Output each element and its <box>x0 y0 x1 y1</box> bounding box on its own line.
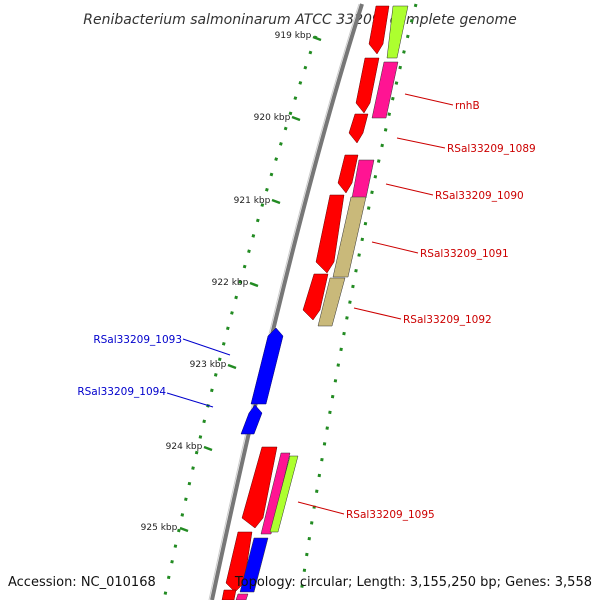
genome-summary: Topology: circular; Length: 3,155,250 bp… <box>234 575 592 590</box>
rna-feature <box>235 593 249 600</box>
gene-arrow <box>355 57 380 114</box>
ruler-tick <box>312 35 322 42</box>
ruler-label: 923 kbp <box>190 360 227 370</box>
rna-feature <box>371 61 399 119</box>
gene-arrow <box>241 446 278 529</box>
gene-arrow <box>221 589 237 600</box>
other-feature <box>332 196 367 278</box>
gene-feature <box>239 537 269 593</box>
rna-feature <box>260 452 291 535</box>
ruler-label: 922 kbp <box>212 278 249 288</box>
ruler-tick <box>203 445 213 452</box>
gene-arrow <box>225 531 253 593</box>
map-title: Renibacterium salmoninarum ATCC 33209, c… <box>83 12 516 28</box>
misc-feature <box>269 455 299 533</box>
gene-arrow <box>368 5 390 55</box>
gene-arrow <box>250 327 284 405</box>
forward-feature-track <box>235 5 409 600</box>
gene-arrow <box>315 194 345 274</box>
accession-label: Accession: NC_010168 <box>8 575 156 590</box>
gene-arrow <box>337 154 359 194</box>
leader-lines <box>166 93 454 515</box>
reverse-gene-track <box>240 327 284 435</box>
genome-backbone-highlight <box>208 3 360 600</box>
ruler-label: 924 kbp <box>166 442 203 452</box>
ruler-tick <box>179 526 189 533</box>
ruler: 919 kbp 920 kbp 921 kbp 922 kbp 923 kbp … <box>141 31 322 533</box>
gene-label: RSal33209_1094 <box>77 386 166 398</box>
ruler-tick <box>291 115 301 122</box>
gene-label: RSal33209_1090 <box>435 190 524 202</box>
other-feature <box>317 277 346 327</box>
genome-backbone <box>210 3 364 600</box>
gene-label: RSal33209_1092 <box>403 314 492 326</box>
gene-label: RSal33209_1089 <box>447 143 536 155</box>
ruler-tick <box>271 198 281 205</box>
misc-feature <box>386 5 409 59</box>
ruler-label: 921 kbp <box>234 196 271 206</box>
gene-arrow <box>240 404 263 435</box>
ruler-label: 920 kbp <box>254 113 291 123</box>
gene-label: RSal33209_1093 <box>93 334 182 346</box>
ruler-tick <box>249 281 259 288</box>
forward-cds-track <box>221 5 390 600</box>
gene-label: RSal33209_1095 <box>346 509 435 521</box>
inner-tick-track <box>162 35 318 600</box>
ruler-tick <box>227 363 237 370</box>
ruler-label: 919 kbp <box>275 31 312 41</box>
gene-labels: rnhB RSal33209_1089 RSal33209_1090 RSal3… <box>77 100 535 521</box>
gene-label: rnhB <box>455 100 480 112</box>
gene-label: RSal33209_1091 <box>420 248 509 260</box>
ruler-label: 925 kbp <box>141 523 178 533</box>
gene-arrow <box>302 273 329 321</box>
gene-arrow <box>348 113 369 144</box>
